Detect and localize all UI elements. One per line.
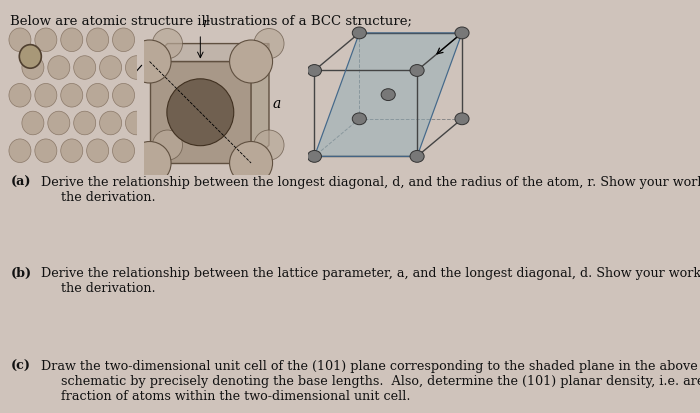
Circle shape — [87, 140, 108, 163]
Circle shape — [22, 57, 44, 80]
Circle shape — [230, 142, 272, 185]
Circle shape — [254, 29, 284, 59]
Circle shape — [74, 57, 96, 80]
Circle shape — [455, 28, 469, 40]
Circle shape — [352, 114, 366, 126]
Circle shape — [35, 140, 57, 163]
Circle shape — [61, 84, 83, 108]
Text: Draw the two-dimensional unit cell of the (101) plane corresponding to the shade: Draw the two-dimensional unit cell of th… — [37, 359, 700, 402]
Text: Derive the relationship between the longest diagonal, d, and the radius of the a: Derive the relationship between the long… — [37, 176, 700, 204]
Text: Derive the relationship between the lattice parameter, a, and the longest diagon: Derive the relationship between the latt… — [37, 266, 700, 294]
Circle shape — [455, 114, 469, 126]
Polygon shape — [251, 45, 269, 164]
Circle shape — [9, 29, 31, 52]
Circle shape — [307, 151, 321, 163]
Circle shape — [125, 57, 148, 80]
Circle shape — [153, 131, 183, 161]
Text: (b): (b) — [10, 266, 32, 279]
Circle shape — [74, 112, 96, 135]
Circle shape — [382, 90, 395, 101]
Circle shape — [113, 140, 134, 163]
Polygon shape — [150, 45, 269, 62]
Circle shape — [230, 41, 272, 84]
Text: (c): (c) — [10, 359, 31, 372]
Circle shape — [383, 91, 394, 100]
Circle shape — [9, 84, 31, 108]
Circle shape — [125, 112, 148, 135]
Circle shape — [35, 29, 57, 52]
Circle shape — [22, 112, 44, 135]
Bar — [150, 62, 251, 164]
Circle shape — [20, 45, 41, 69]
Circle shape — [113, 29, 134, 52]
Text: Below are atomic structure illustrations of a BCC structure;: Below are atomic structure illustrations… — [10, 14, 412, 27]
Circle shape — [61, 140, 83, 163]
Circle shape — [128, 142, 171, 185]
Circle shape — [35, 84, 57, 108]
Text: r: r — [202, 17, 208, 30]
Text: a: a — [272, 97, 281, 111]
Circle shape — [352, 28, 366, 40]
Circle shape — [410, 65, 424, 77]
Circle shape — [87, 29, 108, 52]
Polygon shape — [314, 34, 462, 157]
Circle shape — [48, 112, 70, 135]
Text: (a): (a) — [10, 176, 31, 188]
Circle shape — [128, 41, 171, 84]
Circle shape — [153, 29, 183, 59]
Circle shape — [87, 84, 108, 108]
Circle shape — [410, 151, 424, 163]
Circle shape — [167, 80, 234, 146]
Circle shape — [113, 84, 134, 108]
Circle shape — [99, 57, 122, 80]
Circle shape — [99, 112, 122, 135]
Text: d: d — [178, 101, 186, 114]
Circle shape — [61, 29, 83, 52]
Circle shape — [307, 65, 321, 77]
Circle shape — [48, 57, 70, 80]
Circle shape — [9, 140, 31, 163]
Circle shape — [254, 131, 284, 161]
